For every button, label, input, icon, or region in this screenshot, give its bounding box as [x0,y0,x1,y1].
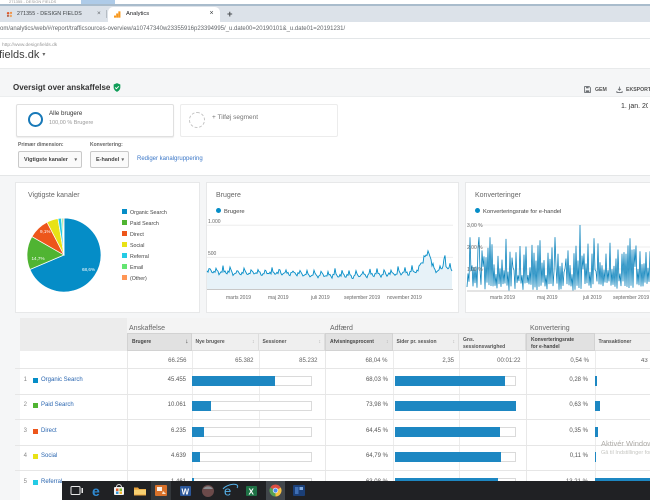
svg-text:2,00 %: 2,00 % [467,245,483,251]
svg-text:X: X [249,488,255,497]
svg-text:500: 500 [208,251,217,257]
svg-text:1.000: 1.000 [208,219,221,225]
svg-text:e: e [92,483,100,499]
svg-text:9,1%: 9,1% [40,229,50,234]
svg-text:W: W [182,488,190,497]
svg-text:68,6%: 68,6% [82,267,95,272]
svg-text:e: e [224,484,231,499]
svg-text:3,00 %: 3,00 % [467,223,483,229]
svg-text:1,00 %: 1,00 % [467,267,483,273]
svg-text:14,7%: 14,7% [32,256,45,261]
